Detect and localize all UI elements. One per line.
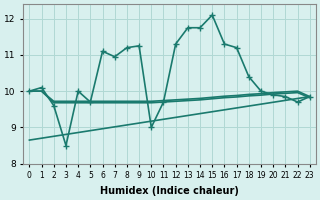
X-axis label: Humidex (Indice chaleur): Humidex (Indice chaleur) xyxy=(100,186,239,196)
